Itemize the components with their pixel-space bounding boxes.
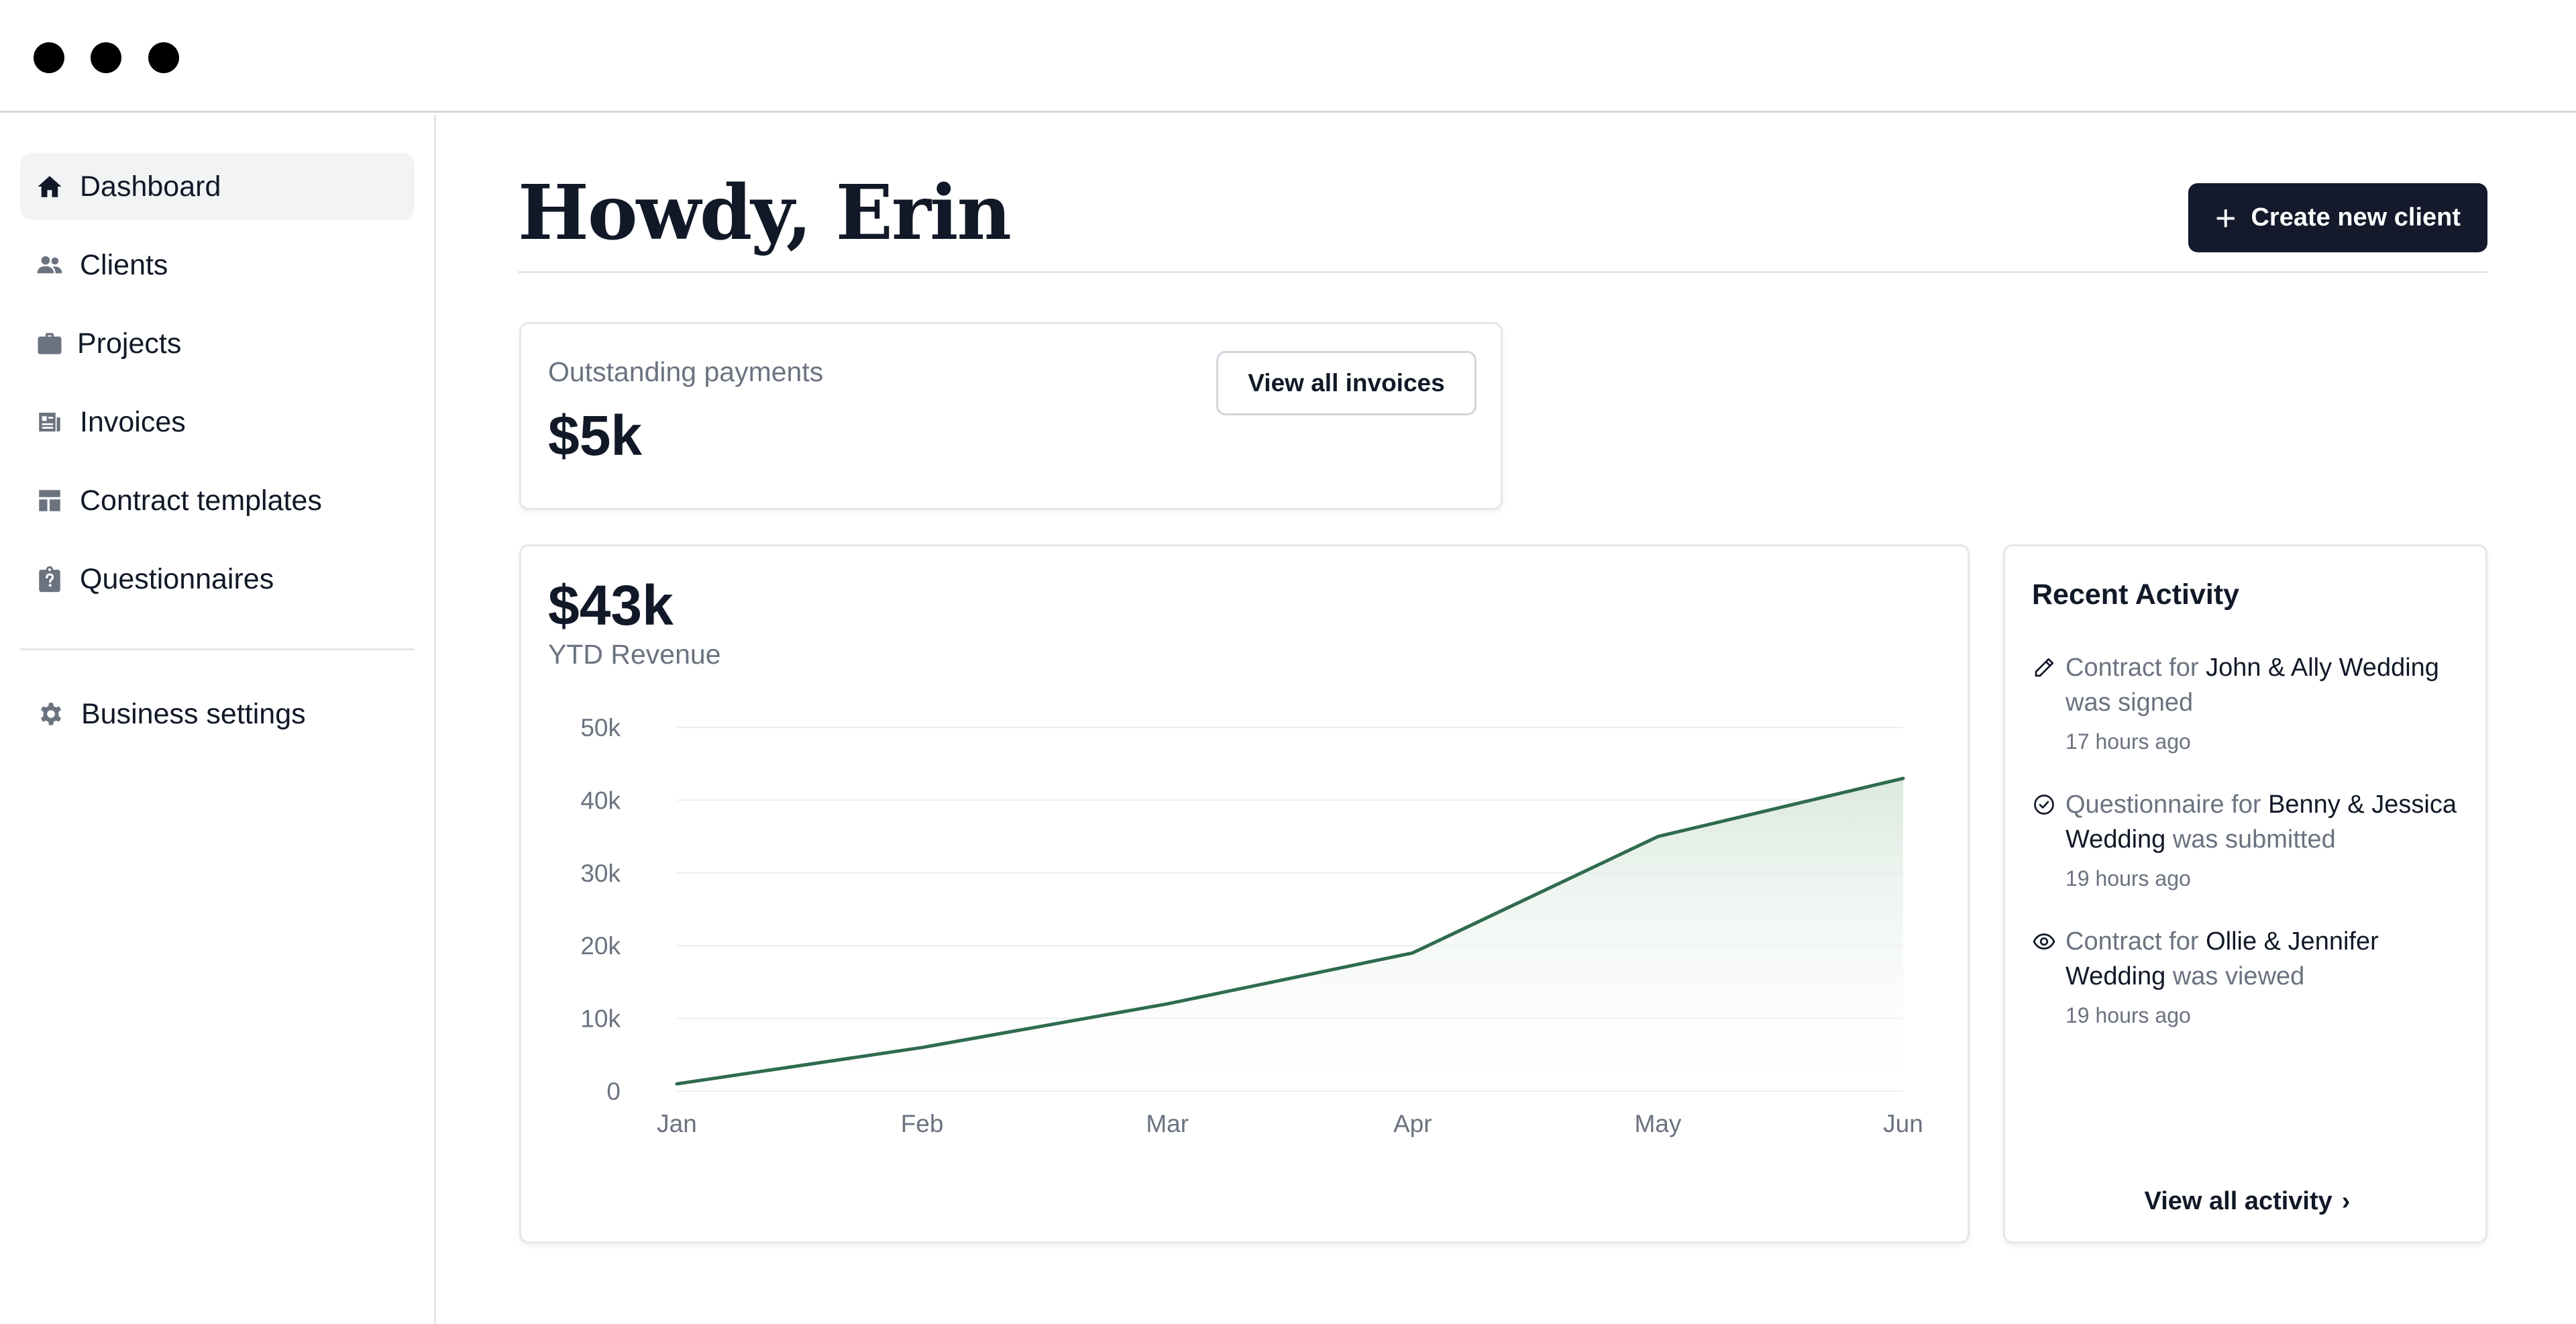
x-tick-label: Mar [1146, 1110, 1189, 1137]
sidebar-item-dashboard[interactable]: Dashboard [20, 153, 415, 220]
revenue-chart: 0 10k 20k 30k 40k 50k Jan Feb Mar Apr May Jun [580, 714, 1923, 1137]
view-all-activity-link[interactable]: View all activity › [2005, 1187, 2489, 1216]
sidebar-item-label: Projects [77, 327, 182, 360]
activity-text: Contract for Ollie & Jennifer Wedding wa… [2065, 927, 2379, 990]
x-tick-label: May [1634, 1110, 1681, 1137]
activity-subject[interactable]: Benny & Jessica Wedding [2065, 791, 2457, 854]
recent-activity-card: Recent Activity Contract for John & Ally… [2003, 544, 2487, 1243]
home-icon [34, 170, 66, 203]
pencil-icon [2035, 658, 2054, 677]
y-tick-label: 40k [580, 786, 621, 814]
activity-time: 19 hours ago [2065, 1003, 2191, 1027]
sidebar-item-label: Invoices [80, 405, 186, 438]
eye-icon [2033, 933, 2055, 950]
outstanding-payments-value: $5k [548, 404, 643, 467]
outstanding-payments-card: Outstanding payments $5k View all invoic… [519, 322, 1503, 510]
y-tick-label: 50k [580, 714, 621, 742]
x-tick-label: Feb [901, 1110, 944, 1137]
briefcase-icon [34, 327, 66, 360]
x-tick-label: Apr [1393, 1110, 1432, 1137]
window-close-button[interactable] [34, 42, 64, 73]
sidebar-item-contract-templates[interactable]: Contract templates [20, 467, 415, 534]
sidebar-item-label: Clients [80, 248, 168, 281]
sidebar-item-business-settings[interactable]: Business settings [20, 680, 415, 748]
window-titlebar [0, 0, 2576, 113]
create-new-client-button[interactable]: + Create new client [2188, 183, 2487, 252]
window-maximize-button[interactable] [148, 42, 179, 73]
y-tick-label: 20k [580, 932, 621, 960]
revenue-line [675, 776, 1905, 1086]
clipboard-question-icon [34, 563, 66, 595]
plus-icon: + [2214, 197, 2237, 238]
view-all-invoices-button[interactable]: View all invoices [1216, 351, 1477, 415]
header-divider [518, 271, 2487, 273]
invoice-icon [34, 406, 66, 438]
window-minimize-button[interactable] [91, 42, 121, 73]
y-tick-label: 0 [606, 1078, 621, 1105]
activity-time: 19 hours ago [2065, 866, 2191, 890]
x-tick-label: Jun [1883, 1110, 1923, 1137]
x-tick-label: Jan [657, 1110, 697, 1137]
activity-time: 17 hours ago [2065, 729, 2191, 754]
ytd-revenue-card: 0 10k 20k 30k 40k 50k Jan Feb Mar Apr May Jun $43k… [519, 544, 1970, 1243]
sidebar-item-label: Dashboard [80, 170, 221, 203]
view-all-activity-label: View all activity [2144, 1187, 2332, 1215]
create-new-client-label: Create new client [2251, 203, 2461, 232]
sidebar-item-questionnaires[interactable]: Questionnaires [20, 546, 415, 613]
users-icon [34, 249, 66, 281]
sidebar-item-label: Contract templates [80, 484, 322, 517]
recent-activity-title: Recent Activity [2032, 578, 2240, 611]
sidebar: Dashboard Clients Projects Invoices Cont… [0, 115, 436, 1324]
revenue-area [677, 778, 1903, 1091]
sidebar-item-invoices[interactable]: Invoices [20, 389, 415, 456]
chevron-right-icon: › [2341, 1187, 2351, 1215]
sidebar-item-clients[interactable]: Clients [20, 232, 415, 299]
y-tick-label: 30k [580, 860, 621, 887]
outstanding-payments-label: Outstanding payments [548, 356, 824, 387]
page-title: Howdy, Erin [518, 169, 1012, 257]
activity-text: Contract for John & Ally Wedding was sig… [2065, 654, 2439, 717]
activity-text: Questionnaire for Benny & Jessica Weddin… [2065, 791, 2457, 854]
gear-icon [35, 698, 67, 730]
check-circle-icon [2034, 795, 2054, 815]
y-tick-label: 10k [580, 1005, 621, 1033]
activity-subject[interactable]: John & Ally Wedding [2206, 654, 2439, 682]
sidebar-item-label: Business settings [81, 697, 306, 730]
sidebar-item-projects[interactable]: Projects [20, 310, 415, 377]
template-icon [34, 485, 66, 517]
sidebar-item-label: Questionnaires [80, 562, 274, 595]
ytd-revenue-value: $43k [548, 574, 674, 637]
ytd-revenue-label: YTD Revenue [548, 639, 721, 670]
sidebar-divider [20, 648, 415, 650]
activity-subject[interactable]: Ollie & Jennifer Wedding [2065, 927, 2379, 990]
